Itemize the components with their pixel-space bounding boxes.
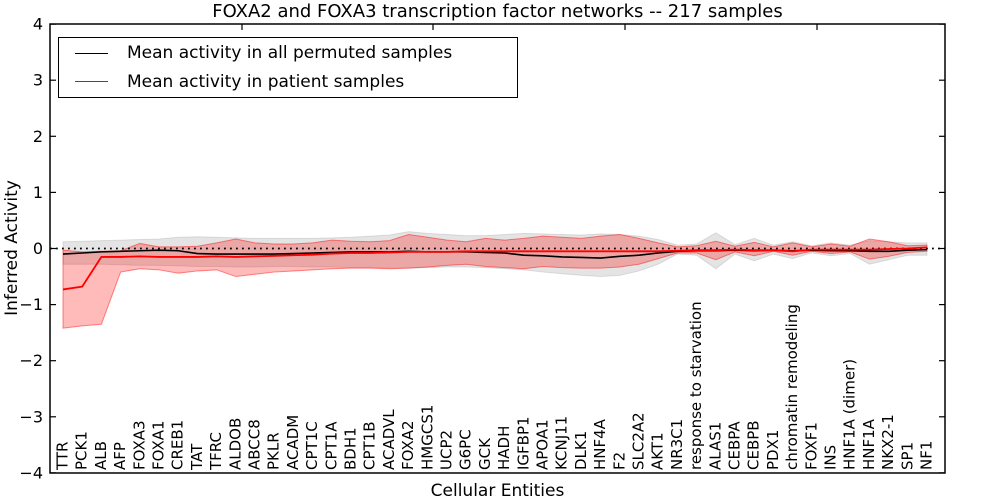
x-category-label: HNF4A <box>591 418 609 470</box>
x-category-label: TAT <box>188 443 206 471</box>
x-category-label: CPT1B <box>361 421 379 470</box>
x-category-label: HNF1A <box>860 418 878 470</box>
patient-uncertainty-band <box>62 233 928 329</box>
x-category-label: PCK1 <box>73 431 91 470</box>
x-category-label: SLC2A2 <box>630 412 648 470</box>
x-category-label: HMGCS1 <box>418 405 436 470</box>
x-category-label: ACADM <box>284 415 302 470</box>
x-category-label: INS <box>822 445 840 470</box>
x-category-label: FOXF1 <box>802 422 820 470</box>
permuted-uncertainty-band <box>62 231 928 278</box>
x-category-label: TTR <box>54 442 72 471</box>
patient-mean-line <box>62 246 928 291</box>
x-category-label: ALB <box>92 441 110 470</box>
x-category-label: CPT1C <box>303 421 321 470</box>
x-category-label: AFP <box>111 442 129 470</box>
x-category-label: NKX2-1 <box>879 414 897 470</box>
legend-entry-permuted: Mean activity in all permuted samples <box>59 40 517 67</box>
x-category-label: ALDOB <box>226 418 244 470</box>
y-tick-label: −3 <box>19 407 43 426</box>
legend-label-permuted: Mean activity in all permuted samples <box>127 43 453 64</box>
x-category-label: chromatin remodeling <box>783 304 801 470</box>
legend: Mean activity in all permuted samples Me… <box>58 37 518 98</box>
legend-label-patient: Mean activity in patient samples <box>127 71 405 92</box>
y-tick-label: −4 <box>19 463 43 482</box>
x-category-label: G6PC <box>457 429 475 470</box>
y-tick-label: −1 <box>19 295 43 314</box>
x-category-label: GCK <box>476 437 494 470</box>
x-category-label: FOXA2 <box>399 420 417 470</box>
y-tick-label: 1 <box>33 183 43 202</box>
x-category-label: FOXA1 <box>150 420 168 470</box>
x-category-label: SP1 <box>898 442 916 470</box>
x-category-label: ACADVL <box>380 409 398 470</box>
x-category-label: TFRC <box>207 432 225 471</box>
x-category-label: KCNJ11 <box>553 416 571 470</box>
y-tick-label: −2 <box>19 351 43 370</box>
x-category-label: AKT1 <box>649 432 667 470</box>
x-category-label: NF1 <box>918 441 936 470</box>
x-category-label: CREB1 <box>169 420 187 470</box>
x-category-label: IGFBP1 <box>514 416 532 470</box>
x-category-label: FOXA3 <box>130 420 148 470</box>
x-category-label: ABCC8 <box>246 419 264 470</box>
x-category-label: APOA1 <box>534 419 552 470</box>
x-category-label: CPT1A <box>322 421 340 470</box>
permuted-line-swatch <box>75 52 108 54</box>
y-tick-label: 2 <box>33 127 43 146</box>
x-category-label: HNF1A (dimer) <box>841 359 859 470</box>
patient-line-swatch <box>75 81 108 83</box>
x-category-label: DLK1 <box>572 431 590 470</box>
x-category-label: BDH1 <box>342 427 360 470</box>
x-category-label: ALAS1 <box>706 422 724 470</box>
x-category-label: NR3C1 <box>668 419 686 470</box>
x-category-label: PDX1 <box>764 430 782 470</box>
chart-title: FOXA2 and FOXA3 transcription factor net… <box>212 1 783 22</box>
x-category-label: CEBPB <box>745 420 763 470</box>
y-tick-label: 3 <box>33 71 43 90</box>
y-tick-label: 0 <box>33 239 43 258</box>
legend-entry-patient: Mean activity in patient samples <box>59 68 517 95</box>
x-category-label: HADH <box>495 426 513 470</box>
x-category-label: response to starvation <box>687 301 705 470</box>
x-category-label: CEBPA <box>726 421 744 470</box>
y-axis-label: Inferred Activity <box>2 180 22 316</box>
x-category-label: F2 <box>610 452 628 470</box>
x-axis-label: Cellular Entities <box>430 481 565 500</box>
y-tick-label: 4 <box>33 15 43 34</box>
x-category-label: UCP2 <box>438 430 456 470</box>
x-category-label: PKLR <box>265 432 283 470</box>
